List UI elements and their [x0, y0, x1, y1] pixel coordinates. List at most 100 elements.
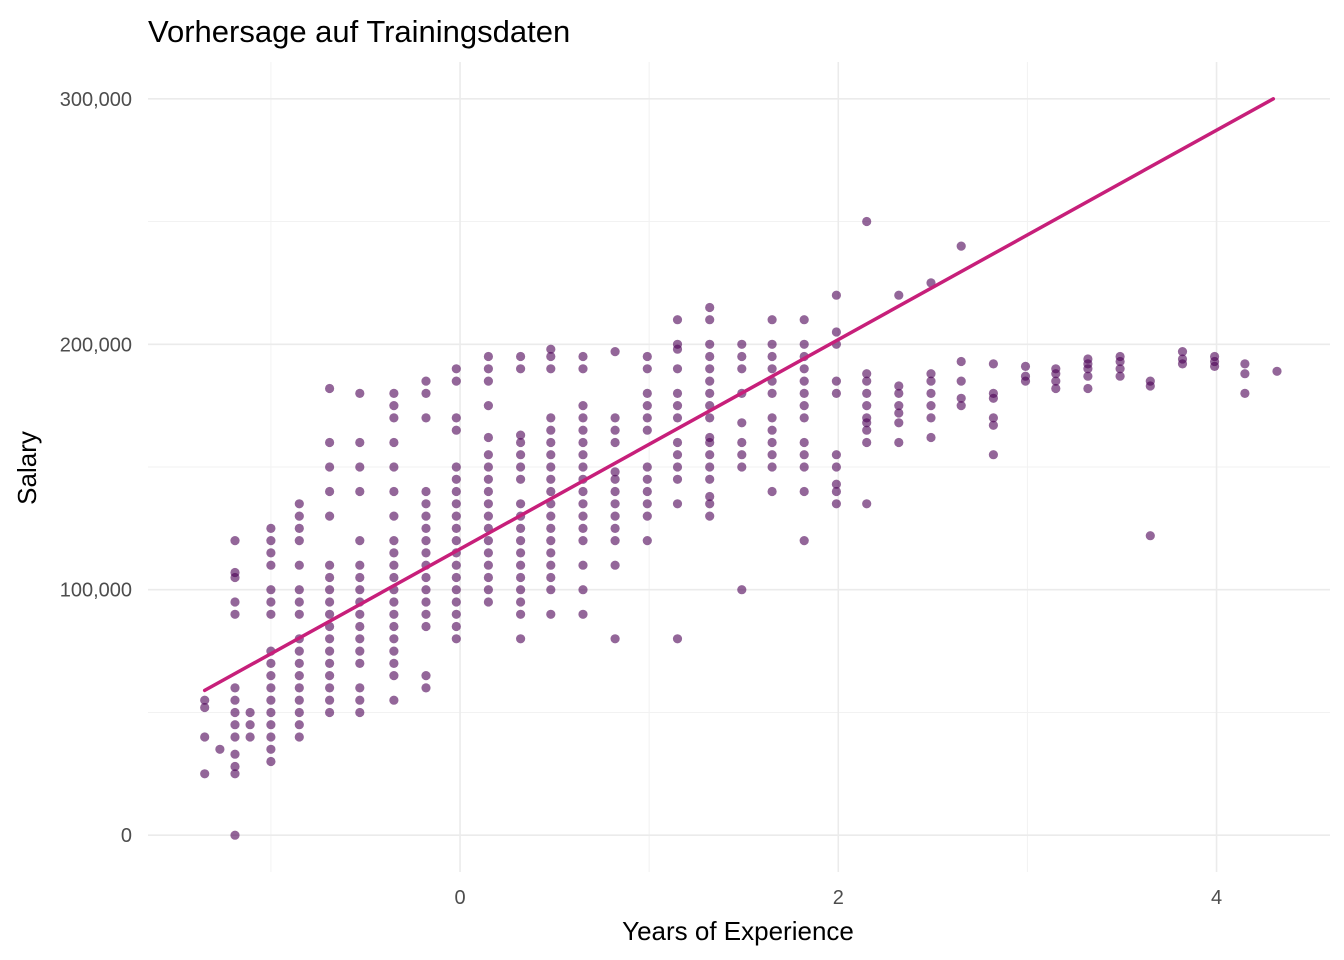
data-point [831, 486, 842, 497]
data-point [230, 732, 240, 742]
data-point [799, 388, 809, 398]
data-point [767, 462, 777, 472]
data-point [578, 462, 588, 472]
data-point [230, 761, 240, 772]
data-point [294, 646, 304, 656]
data-point [642, 364, 652, 374]
data-point [578, 511, 588, 521]
data-point [578, 560, 588, 570]
data-point [926, 413, 936, 423]
data-point [705, 315, 715, 325]
data-point [266, 523, 276, 534]
data-point [294, 658, 304, 669]
data-point [389, 671, 399, 681]
data-point [389, 560, 399, 570]
data-point [389, 413, 399, 423]
data-point [451, 413, 461, 423]
data-point [516, 462, 526, 472]
data-point [546, 462, 556, 472]
data-point [831, 462, 842, 472]
data-point [610, 486, 620, 497]
data-point [737, 585, 747, 595]
data-point [642, 536, 652, 546]
data-point [642, 474, 652, 484]
data-point [483, 364, 493, 374]
data-point [862, 388, 872, 398]
data-point [483, 432, 493, 443]
data-point [325, 609, 335, 619]
data-point [578, 413, 588, 423]
data-point [705, 351, 715, 362]
data-point [578, 351, 588, 362]
data-point [737, 450, 747, 460]
data-point [1083, 383, 1093, 394]
data-point [894, 290, 904, 300]
data-point [1020, 371, 1031, 381]
data-point [767, 437, 777, 448]
data-point [546, 572, 556, 583]
data-point [799, 339, 809, 349]
data-point [767, 388, 777, 398]
data-point [862, 499, 872, 509]
data-point [294, 707, 304, 718]
data-point [956, 393, 966, 403]
data-point [325, 658, 335, 669]
data-point [956, 241, 966, 251]
data-point [516, 474, 526, 484]
data-point [1240, 359, 1250, 369]
data-point [355, 560, 365, 570]
data-point [483, 486, 493, 497]
data-point [988, 359, 999, 369]
data-point [894, 401, 904, 411]
data-point [1240, 388, 1250, 398]
data-point [894, 388, 904, 398]
data-point [672, 450, 683, 460]
data-point [266, 658, 276, 669]
x-axis-ticks: 0 2 4 [454, 887, 1222, 909]
data-point [642, 486, 652, 497]
data-point [421, 536, 431, 546]
data-point [389, 658, 399, 669]
data-point [672, 401, 683, 411]
data-point [546, 548, 556, 558]
data-point [705, 499, 715, 509]
data-point [926, 388, 936, 398]
data-point [451, 425, 461, 435]
data-point [325, 597, 335, 607]
chart-title: Vorhersage auf Trainingsdaten [148, 14, 570, 49]
data-point [294, 560, 304, 570]
data-point [355, 585, 365, 595]
data-point [451, 523, 461, 534]
data-point [516, 585, 526, 595]
data-point [245, 720, 255, 730]
data-point [546, 364, 556, 374]
data-point [578, 401, 588, 411]
data-point [200, 769, 210, 779]
data-point [325, 707, 335, 718]
data-point [956, 356, 966, 367]
data-point [1177, 354, 1188, 364]
data-point [578, 486, 588, 497]
data-point [799, 437, 809, 448]
data-point [516, 351, 526, 362]
data-point [546, 536, 556, 546]
data-point [266, 695, 276, 705]
data-point [451, 364, 461, 374]
data-point [1115, 364, 1125, 374]
data-point [483, 474, 493, 484]
data-point [421, 413, 431, 423]
data-point [546, 609, 556, 619]
data-point [516, 364, 526, 374]
data-point [672, 364, 683, 374]
data-point [230, 720, 240, 730]
data-point [546, 413, 556, 423]
data-point [926, 401, 936, 411]
data-point [451, 572, 461, 583]
data-point [546, 351, 556, 362]
data-point [610, 560, 620, 570]
data-point [642, 511, 652, 521]
data-point [230, 695, 240, 705]
data-point [294, 597, 304, 607]
data-point [737, 364, 747, 374]
